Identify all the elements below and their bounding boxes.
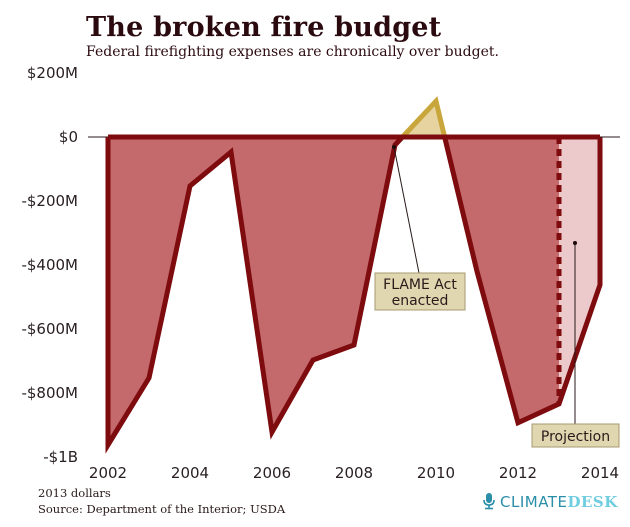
projection-marker [573, 241, 577, 245]
areas [105, 96, 603, 454]
flame-act-marker [392, 145, 396, 149]
microphone-icon [482, 492, 496, 514]
chart-title: The broken fire budget [86, 12, 442, 43]
flame-act-label-box [374, 272, 466, 311]
y-tick-label: -$200M [21, 192, 78, 210]
flame-act-label-line2: enacted [392, 293, 449, 309]
x-tick-label: 2008 [335, 464, 373, 482]
flame-act-label-line1: FLAME Act [383, 277, 457, 293]
x-tick-label: 2006 [253, 464, 291, 482]
brand-name-climate: CLIMATE [500, 493, 568, 511]
projection-area [559, 137, 600, 404]
projection-label-box [531, 423, 620, 448]
y-tick-label: -$400M [21, 256, 78, 274]
x-tick-label: 2012 [499, 464, 537, 482]
y-tick-label: -$600M [21, 320, 78, 338]
chart-subtitle: Federal firefighting expenses are chroni… [86, 44, 499, 60]
x-tick-label: 2010 [417, 464, 455, 482]
y-tick-label: $200M [27, 64, 78, 82]
brand-name-desk: DESK [567, 493, 618, 511]
surplus-line [400, 96, 448, 139]
x-axis: 2002 2004 2006 2008 2010 2012 2014 [89, 464, 619, 482]
source-note: Source: Department of the Interior; USDA [38, 502, 286, 516]
budget-line [105, 134, 603, 454]
projection-label: Projection [541, 429, 610, 445]
x-tick-label: 2002 [89, 464, 127, 482]
y-tick-label: -$800M [21, 384, 78, 402]
overspend-area [108, 137, 559, 445]
x-tick-label: 2004 [171, 464, 209, 482]
y-axis: $200M $0 -$200M -$400M -$600M -$800M -$1B [21, 64, 78, 466]
flame-act-leader-line [393, 146, 420, 274]
y-tick-label: -$1B [43, 448, 78, 466]
x-tick-label: 2014 [581, 464, 619, 482]
units-note: 2013 dollars [38, 486, 111, 500]
y-tick-label: $0 [59, 128, 78, 146]
brand-logo: CLIMATEDESK [482, 492, 618, 514]
